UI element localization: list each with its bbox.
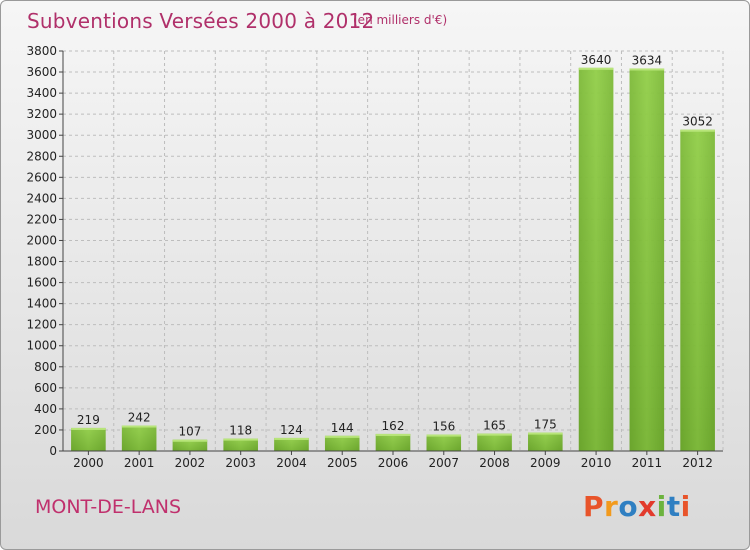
y-tick-label: 1000 — [26, 339, 57, 353]
y-tick-label: 2000 — [26, 233, 57, 247]
x-tick-label: 2008 — [479, 456, 510, 470]
y-tick-label: 2400 — [26, 191, 57, 205]
proxiti-logo: Proxiti — [583, 490, 691, 523]
bar-shading — [71, 427, 106, 451]
logo-letter: i — [680, 490, 691, 523]
data-label: 118 — [229, 424, 252, 438]
x-tick-label: 2002 — [175, 456, 206, 470]
bar-shading — [121, 425, 157, 451]
y-tick-label: 400 — [34, 402, 57, 416]
data-label: 162 — [382, 419, 405, 433]
data-label: 107 — [178, 425, 201, 439]
data-label: 3640 — [581, 53, 612, 67]
chart-unit-note: (en milliers d'€) — [353, 13, 448, 27]
y-tick-label: 200 — [34, 423, 57, 437]
data-label: 156 — [432, 420, 455, 434]
bar-top-highlight — [477, 433, 512, 436]
x-tick-label: 2011 — [632, 456, 663, 470]
y-tick-label: 3200 — [26, 107, 57, 121]
bar-top-highlight — [629, 68, 665, 71]
x-tick-label: 2000 — [73, 456, 104, 470]
x-tick-label: 2010 — [581, 456, 612, 470]
bar-top-highlight — [223, 438, 258, 441]
y-tick-label: 3600 — [26, 65, 57, 79]
x-tick-label: 2012 — [682, 456, 713, 470]
logo-letter: t — [666, 490, 681, 523]
y-tick-label: 2600 — [26, 170, 57, 184]
bar-top-highlight — [426, 434, 462, 437]
data-label: 3634 — [632, 53, 663, 67]
x-tick-label: 2009 — [530, 456, 561, 470]
bar-shading — [324, 435, 360, 451]
bar-top-highlight — [172, 439, 208, 442]
x-tick-label: 2003 — [225, 456, 256, 470]
bar-shading — [477, 433, 512, 451]
x-tick-label: 2007 — [428, 456, 459, 470]
y-tick-label: 800 — [34, 360, 57, 374]
bar-top-highlight — [375, 433, 411, 436]
bar-top-highlight — [578, 67, 614, 70]
bar-top-highlight — [324, 435, 360, 438]
y-tick-label: 1600 — [26, 276, 57, 290]
logo-letter: x — [638, 490, 657, 523]
y-tick-label: 3400 — [26, 86, 57, 100]
y-tick-label: 1200 — [26, 318, 57, 332]
data-label: 124 — [280, 423, 303, 437]
x-tick-label: 2001 — [124, 456, 155, 470]
bar-shading — [172, 439, 208, 451]
bar-top-highlight — [71, 427, 106, 430]
bar-top-highlight — [680, 129, 715, 132]
chart-title: Subventions Versées 2000 à 2012 — [27, 9, 375, 33]
data-label: 3052 — [682, 115, 713, 129]
logo-letter: i — [656, 490, 667, 523]
bar-shading — [629, 68, 665, 451]
logo-letter: P — [583, 490, 605, 523]
x-tick-label: 2006 — [378, 456, 409, 470]
y-tick-label: 2800 — [26, 149, 57, 163]
logo-letter: o — [618, 490, 639, 523]
data-label: 175 — [534, 418, 557, 432]
y-tick-label: 1800 — [26, 255, 57, 269]
bar-top-highlight — [121, 425, 157, 428]
logo-letter: r — [604, 490, 619, 523]
y-tick-label: 0 — [49, 444, 57, 458]
bar-shading — [578, 67, 614, 451]
y-tick-label: 1400 — [26, 297, 57, 311]
place-name: MONT-DE-LANS — [35, 496, 182, 518]
bar-shading — [680, 129, 715, 451]
bar-shading — [426, 434, 462, 451]
x-tick-label: 2005 — [327, 456, 358, 470]
y-tick-label: 3000 — [26, 128, 57, 142]
data-label: 219 — [77, 413, 100, 427]
bar-shading — [223, 438, 258, 451]
data-label: 165 — [483, 419, 506, 433]
bar-shading — [274, 437, 309, 451]
x-tick-label: 2004 — [276, 456, 307, 470]
bar-top-highlight — [274, 437, 309, 440]
bar-shading — [528, 432, 563, 451]
data-label: 242 — [128, 411, 151, 425]
plot-area — [63, 51, 723, 451]
data-label: 144 — [331, 421, 354, 435]
bar-top-highlight — [528, 432, 563, 435]
y-tick-label: 3800 — [26, 44, 57, 58]
y-tick-label: 600 — [34, 381, 57, 395]
bar-shading — [375, 433, 411, 451]
y-tick-label: 2200 — [26, 212, 57, 226]
